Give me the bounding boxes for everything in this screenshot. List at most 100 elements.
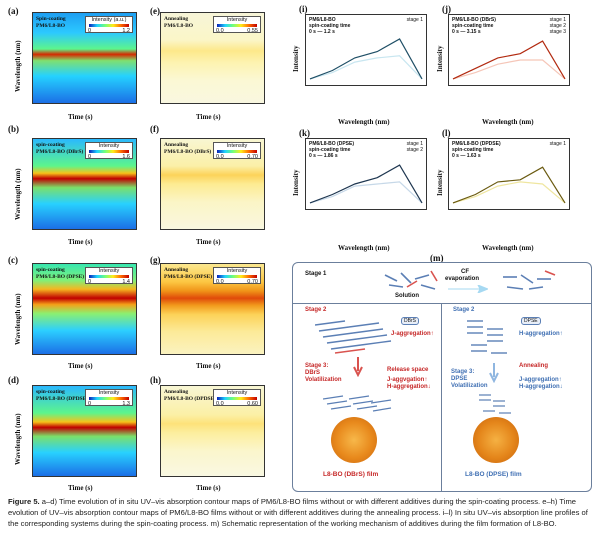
contour-map-b: spin-coating PM6/L8-BO (DBrS) Intensity 0 1… xyxy=(32,138,137,230)
left-j-aggregation: J-aggregation↑ xyxy=(391,331,434,337)
panel-g-annotation: Annealing PM6/L8-BO (DPSE) xyxy=(164,267,213,280)
panel-b-annotation: spin-coating PM6/L8-BO (DBrS) xyxy=(36,142,84,155)
panel-a-annotation: Spin-coating PM6/L8-BO xyxy=(36,16,66,29)
evaporation-arrow-icon xyxy=(448,285,488,293)
panel-d-annotation: spin-coating PM6/L8-BO (DPDSE) xyxy=(36,389,89,402)
spectrum-j-series-1 xyxy=(452,40,566,80)
contour-map-h: Annealing PM6/L8-BO (DPDSE) Intensity 0.0 0… xyxy=(160,385,265,477)
panel-label-a: (a) xyxy=(8,6,19,16)
spectrum-j-series-0 xyxy=(452,59,566,80)
left-stage2-label: Stage 2 xyxy=(305,307,327,313)
left-stage3-aggregation: J-aggvgation↑ H-aggregation↓ xyxy=(387,377,431,390)
right-stage2-stack-icon xyxy=(467,320,507,354)
ylabel-l: Intensity xyxy=(436,169,444,196)
right-stage3-stack-icon xyxy=(479,394,511,414)
caption-figure-number: Figure 5. xyxy=(8,497,40,506)
xlabel-c: Time (s) xyxy=(68,362,93,370)
right-film-label: L8-BO (DPSE) film xyxy=(465,471,522,478)
xlabel-f: Time (s) xyxy=(196,238,221,246)
right-h-aggregation: H-aggregation↑ xyxy=(519,331,563,337)
spectrum-l-series-0 xyxy=(452,181,566,204)
spectrum-plot-j: PM6/L8-BO (DBrS) spin-coating time 0 s — 3… xyxy=(448,14,570,86)
solution-label: Solution xyxy=(395,293,419,299)
spectrum-plot-i: PM6/L8-BO spin-coating time 0 s — 1.2 s st… xyxy=(305,14,427,86)
dpse-tag: DPSE xyxy=(521,317,541,325)
dbrs-tag: DBrS xyxy=(401,317,419,325)
spectrum-curves-k xyxy=(309,164,423,204)
xlabel-k: Wavelength (nm) xyxy=(338,244,390,252)
panel-label-h: (h) xyxy=(150,375,161,385)
solution-molecules-icon xyxy=(384,270,438,290)
legend-e: Intensity 0.0 0.55 xyxy=(213,16,261,34)
panel-h-annotation: Annealing PM6/L8-BO (DPDSE) xyxy=(164,389,217,402)
spectrum-i-series-0 xyxy=(309,55,423,80)
panel-label-i: (i) xyxy=(299,4,308,14)
stage1-label: Stage 1 xyxy=(305,271,327,277)
xlabel-e: Time (s) xyxy=(196,113,221,121)
left-film-afm-image xyxy=(331,417,377,463)
contour-map-g: Annealing PM6/L8-BO (DPSE) Intensity 0.0 0.… xyxy=(160,263,265,355)
caption-text: a–d) Time evolution of in situ UV–vis ab… xyxy=(8,497,588,528)
spectrum-title-j: PM6/L8-BO (DBrS) spin-coating time 0 s — 3… xyxy=(452,17,496,35)
spectrum-plot-k: PM6/L8-BO (DPSE) spin-coating time 0 s — 1… xyxy=(305,138,427,210)
xlabel-a: Time (s) xyxy=(68,113,93,121)
release-space-label: Release space xyxy=(387,367,429,373)
spectrum-curves-i xyxy=(309,38,423,80)
ylabel-k: Intensity xyxy=(292,169,300,196)
contour-map-c: spin-coating PM6/L8-BO (DPSE) Intensity 0 1… xyxy=(32,263,137,355)
panel-label-m: (m) xyxy=(430,253,444,263)
schematic-frame: Stage 1 Solution CF evaporation Stage 2 … xyxy=(292,262,592,492)
xlabel-j: Wavelength (nm) xyxy=(482,118,534,126)
xlabel-d: Time (s) xyxy=(68,484,93,492)
ylabel-c: Wavelength (nm) xyxy=(14,293,22,345)
panel-label-d: (d) xyxy=(8,375,19,385)
spectrum-title-k: PM6/L8-BO (DPSE) spin-coating time 0 s — 1… xyxy=(309,141,355,159)
panel-label-g: (g) xyxy=(150,255,161,265)
legend-c: Intensity 0 1.4 xyxy=(85,267,133,285)
ylabel-a: Wavelength (nm) xyxy=(14,40,22,92)
panel-e-annotation: Annealing PM6/L8-BO xyxy=(164,16,194,29)
stage-divider xyxy=(293,303,591,304)
spectrum-title-i: PM6/L8-BO spin-coating time 0 s — 1.2 s xyxy=(309,17,351,35)
legend-f: Intensity 0.0 0.70 xyxy=(213,142,261,160)
panel-label-f: (f) xyxy=(150,124,159,134)
legend-b: Intensity 0 1.6 xyxy=(85,142,133,160)
ylabel-j: Intensity xyxy=(436,45,444,72)
spectrum-curves-l xyxy=(452,166,566,204)
xlabel-b: Time (s) xyxy=(68,238,93,246)
spectrum-curves-j xyxy=(452,40,566,80)
spectrum-i-series-1 xyxy=(309,38,423,80)
panel-label-e: (e) xyxy=(150,6,160,16)
left-film-label: L8-BO (DBrS) film xyxy=(323,471,379,478)
right-film-afm-image xyxy=(473,417,519,463)
contour-map-d: spin-coating PM6/L8-BO (DPDSE) Intensity 0… xyxy=(32,385,137,477)
panel-f-annotation: Annealing PM6/L8-BO (DBrS) xyxy=(164,142,212,155)
column-divider xyxy=(441,303,442,491)
xlabel-g: Time (s) xyxy=(196,362,221,370)
spectrum-k-series-0 xyxy=(309,181,423,204)
contour-map-f: Annealing PM6/L8-BO (DBrS) Intensity 0.0 0.… xyxy=(160,138,265,230)
stage-legend-k: stage 1 stage 2 xyxy=(406,141,423,153)
cf-label: CF xyxy=(461,269,469,275)
xlabel-h: Time (s) xyxy=(196,484,221,492)
left-stage2-stack-icon xyxy=(315,320,392,354)
evaporation-label: evaporation xyxy=(445,276,480,282)
panel-c-annotation: spin-coating PM6/L8-BO (DPSE) xyxy=(36,267,85,280)
stage-legend-i: stage 1 xyxy=(406,17,423,23)
contour-map-a: Spin-coating PM6/L8-BO Intensity (a.u.) 0 1… xyxy=(32,12,137,104)
figure-caption: Figure 5. a–d) Time evolution of in situ… xyxy=(8,497,593,529)
legend-a: Intensity (a.u.) 0 1.2 xyxy=(85,16,133,34)
spectrum-title-l: PM6/L8-BO (DPDSE) spin-coating time 0 s — … xyxy=(452,141,501,159)
right-stage3-label: Stage 3: DPSE Volatilization xyxy=(451,369,488,389)
legend-d: Intensity 0 1.3 xyxy=(85,389,133,407)
panel-label-l: (l) xyxy=(442,128,451,138)
annealing-label: Annealing xyxy=(519,363,549,369)
right-stage2-label: Stage 2 xyxy=(453,307,475,313)
xlabel-i: Wavelength (nm) xyxy=(338,118,390,126)
panel-label-j: (j) xyxy=(442,4,451,14)
panel-label-b: (b) xyxy=(8,124,19,134)
panel-label-k: (k) xyxy=(299,128,310,138)
spectrum-k-series-1 xyxy=(309,164,423,204)
left-stage3-label: Stage 3: DBrS Volatilization xyxy=(305,363,342,383)
ylabel-d: Wavelength (nm) xyxy=(14,413,22,465)
